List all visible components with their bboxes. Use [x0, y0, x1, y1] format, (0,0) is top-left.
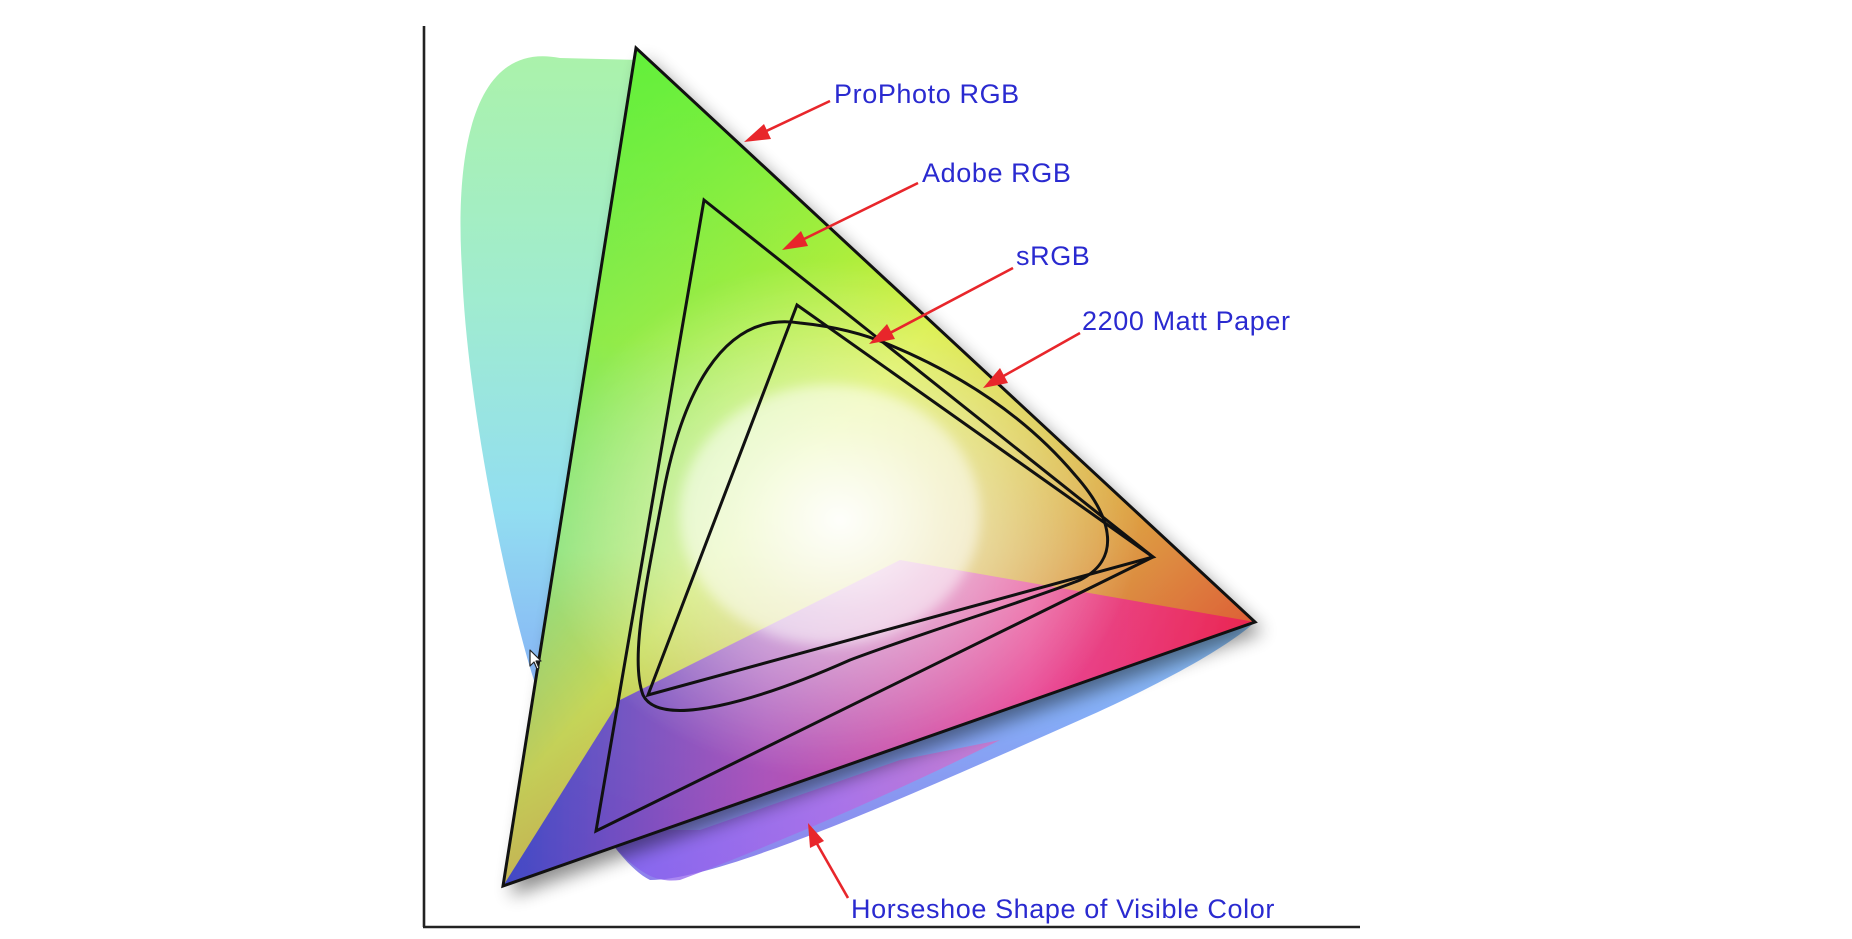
label-horseshoe-visible-color: Horseshoe Shape of Visible Color [851, 894, 1275, 924]
srgb-arrow [869, 266, 1014, 344]
adobe-rgb-arrow [782, 181, 919, 250]
horseshoe-arrow [808, 823, 850, 899]
matt-paper-outline [636, 320, 1110, 712]
prophoto-rgb-outline [501, 44, 1258, 889]
matt-paper-arrow [983, 331, 1081, 388]
adobe-rgb-outline [594, 197, 1156, 834]
mouse-pointer-icon [529, 649, 542, 670]
label-srgb: sRGB [1016, 241, 1090, 271]
label-2200-matt-paper: 2200 Matt Paper [1082, 306, 1291, 336]
label-adobe-rgb: Adobe RGB [922, 158, 1071, 188]
prophoto-rgb-gamut-fill [503, 48, 1255, 886]
label-prophoto-rgb: ProPhoto RGB [834, 79, 1020, 109]
prophoto-arrow [744, 99, 831, 142]
srgb-outline [645, 302, 1157, 698]
